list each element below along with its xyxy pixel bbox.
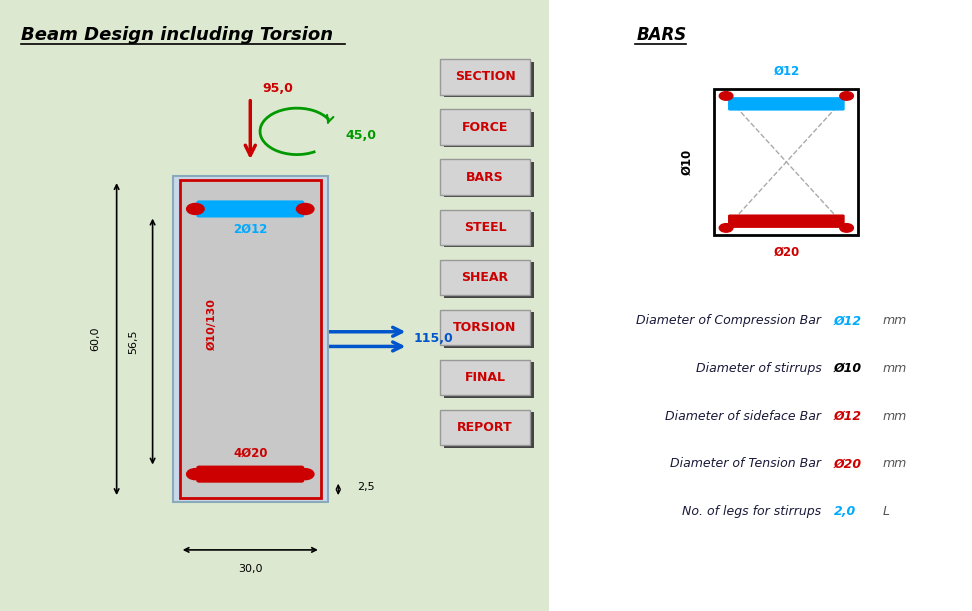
FancyBboxPatch shape: [728, 214, 845, 228]
Circle shape: [296, 203, 314, 214]
FancyBboxPatch shape: [196, 466, 304, 483]
Text: SHEAR: SHEAR: [462, 271, 508, 284]
Circle shape: [719, 92, 733, 100]
Bar: [549, 0, 972, 611]
Bar: [440, 59, 530, 95]
Bar: [440, 109, 530, 145]
Text: Ø12: Ø12: [834, 314, 862, 327]
Text: BARS: BARS: [467, 170, 503, 184]
Bar: [444, 162, 534, 197]
Text: 2Ø12: 2Ø12: [233, 222, 267, 236]
FancyBboxPatch shape: [196, 200, 304, 218]
Text: 4Ø20: 4Ø20: [233, 447, 267, 460]
Bar: [440, 360, 530, 395]
Text: SECTION: SECTION: [455, 70, 515, 84]
Text: FORCE: FORCE: [462, 120, 508, 134]
Text: L: L: [883, 505, 889, 518]
Text: Ø12: Ø12: [773, 65, 800, 78]
Text: BARS: BARS: [637, 26, 687, 44]
Text: REPORT: REPORT: [457, 421, 513, 434]
Text: Ø10: Ø10: [680, 149, 694, 175]
Bar: [180, 180, 321, 498]
Text: FINAL: FINAL: [465, 371, 505, 384]
Bar: [444, 112, 534, 147]
Text: 56,5: 56,5: [128, 329, 138, 354]
Circle shape: [187, 203, 204, 214]
Bar: [444, 262, 534, 298]
Bar: [440, 310, 530, 345]
Text: Beam Design including Torsion: Beam Design including Torsion: [21, 26, 333, 44]
Text: Diameter of stirrups: Diameter of stirrups: [696, 362, 821, 375]
Text: Ø10: Ø10: [834, 362, 862, 375]
Text: Diameter of Tension Bar: Diameter of Tension Bar: [671, 457, 821, 470]
Circle shape: [296, 469, 314, 480]
Bar: [444, 212, 534, 247]
Text: 2,5: 2,5: [357, 482, 374, 492]
Text: 2,0: 2,0: [834, 505, 856, 518]
FancyBboxPatch shape: [728, 97, 845, 111]
Text: TORSION: TORSION: [453, 321, 517, 334]
Text: 60,0: 60,0: [90, 327, 100, 351]
Text: Diameter of Compression Bar: Diameter of Compression Bar: [637, 314, 821, 327]
Bar: [444, 362, 534, 398]
Bar: [440, 410, 530, 445]
Text: Ø12: Ø12: [834, 409, 862, 423]
Bar: [714, 89, 858, 235]
Text: STEEL: STEEL: [464, 221, 506, 234]
Text: 115,0: 115,0: [413, 332, 453, 345]
Text: Diameter of sideface Bar: Diameter of sideface Bar: [666, 409, 821, 423]
Bar: [440, 210, 530, 245]
Text: Ø20: Ø20: [834, 457, 862, 470]
Bar: [440, 159, 530, 195]
Text: mm: mm: [883, 409, 907, 423]
Text: 45,0: 45,0: [346, 129, 376, 142]
Text: Ø20: Ø20: [773, 246, 800, 259]
Bar: [444, 412, 534, 448]
Text: mm: mm: [883, 362, 907, 375]
Circle shape: [840, 224, 853, 232]
Text: 30,0: 30,0: [238, 565, 262, 574]
Text: No. of legs for stirrups: No. of legs for stirrups: [682, 505, 821, 518]
Bar: [173, 176, 328, 502]
Text: 95,0: 95,0: [262, 82, 293, 95]
Circle shape: [719, 224, 733, 232]
Text: mm: mm: [883, 314, 907, 327]
Bar: [440, 260, 530, 295]
Circle shape: [840, 92, 853, 100]
Circle shape: [187, 469, 204, 480]
Text: Ø10/130: Ø10/130: [207, 298, 217, 349]
Text: mm: mm: [883, 457, 907, 470]
Bar: [444, 62, 534, 97]
Text: Ø12: Ø12: [772, 155, 801, 169]
Bar: [444, 312, 534, 348]
